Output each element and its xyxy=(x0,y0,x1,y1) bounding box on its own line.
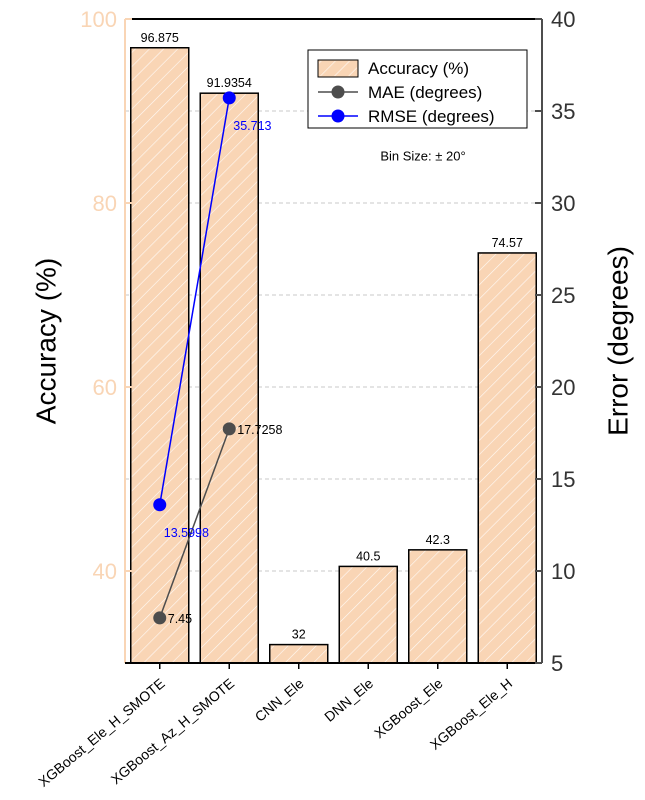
bar-value-label: 42.3 xyxy=(426,533,450,547)
bar-hatch xyxy=(409,550,466,662)
line xyxy=(159,97,230,505)
point-value-label: 17.7258 xyxy=(237,423,282,437)
bar-value-label: 91.9354 xyxy=(207,76,252,90)
y2-tick-label: 30 xyxy=(551,191,575,216)
x-tick-label: XGBoost_Ele_H_SMOTE xyxy=(35,675,167,790)
bar-value-label: 96.875 xyxy=(141,31,179,45)
legend-label: RMSE (degrees) xyxy=(368,107,495,126)
legend-label: MAE (degrees) xyxy=(368,83,482,102)
x-tick-label: DNN_Ele xyxy=(321,675,376,725)
legend-marker xyxy=(331,109,345,123)
bar-value-label: 74.57 xyxy=(492,236,523,250)
y2-tick-label: 15 xyxy=(551,467,575,492)
y-axis-label: Accuracy (%) xyxy=(30,258,61,424)
y2-tick-label: 5 xyxy=(551,651,563,676)
y-tick-label: 60 xyxy=(93,375,117,400)
bar-hatch xyxy=(340,567,397,662)
point-value-label: 7.45 xyxy=(168,612,192,626)
point-value-label: 35.713 xyxy=(233,119,271,133)
y2-tick-label: 10 xyxy=(551,559,575,584)
y-tick-label: 100 xyxy=(80,7,117,32)
bar-hatch xyxy=(201,94,258,662)
point-value-label: 13.5998 xyxy=(164,526,209,540)
y2-tick-label: 25 xyxy=(551,283,575,308)
y-tick-label: 40 xyxy=(93,559,117,584)
y2-tick-label: 20 xyxy=(551,375,575,400)
line-point xyxy=(153,611,167,625)
y-tick-label: 80 xyxy=(93,191,117,216)
legend: Accuracy (%) MAE (degrees) RMSE (degrees) xyxy=(307,49,528,129)
bar-hatch xyxy=(270,645,327,662)
y2-axis-label: Error (degrees) xyxy=(602,246,633,436)
bar-value-label: 40.5 xyxy=(356,549,380,563)
x-tick-label: XGBoost_Ele xyxy=(371,675,446,741)
x-tick-label: XGBoost_Az_H_SMOTE xyxy=(108,675,238,787)
y2-tick-label: 35 xyxy=(551,99,575,124)
bar-hatch xyxy=(479,253,536,662)
line-point xyxy=(222,91,236,105)
line-point xyxy=(153,498,167,512)
y2-tick-label: 40 xyxy=(551,7,575,32)
legend-swatch-hatch xyxy=(319,61,357,76)
line-point xyxy=(222,422,236,436)
x-tick-label: CNN_Ele xyxy=(252,675,307,725)
legend-label: Accuracy (%) xyxy=(368,59,469,78)
annotation: Bin Size: ± 20° xyxy=(380,148,465,163)
line xyxy=(159,428,230,619)
bar-value-label: 32 xyxy=(292,628,306,642)
legend-marker xyxy=(331,85,345,99)
bar-hatch xyxy=(131,48,188,662)
